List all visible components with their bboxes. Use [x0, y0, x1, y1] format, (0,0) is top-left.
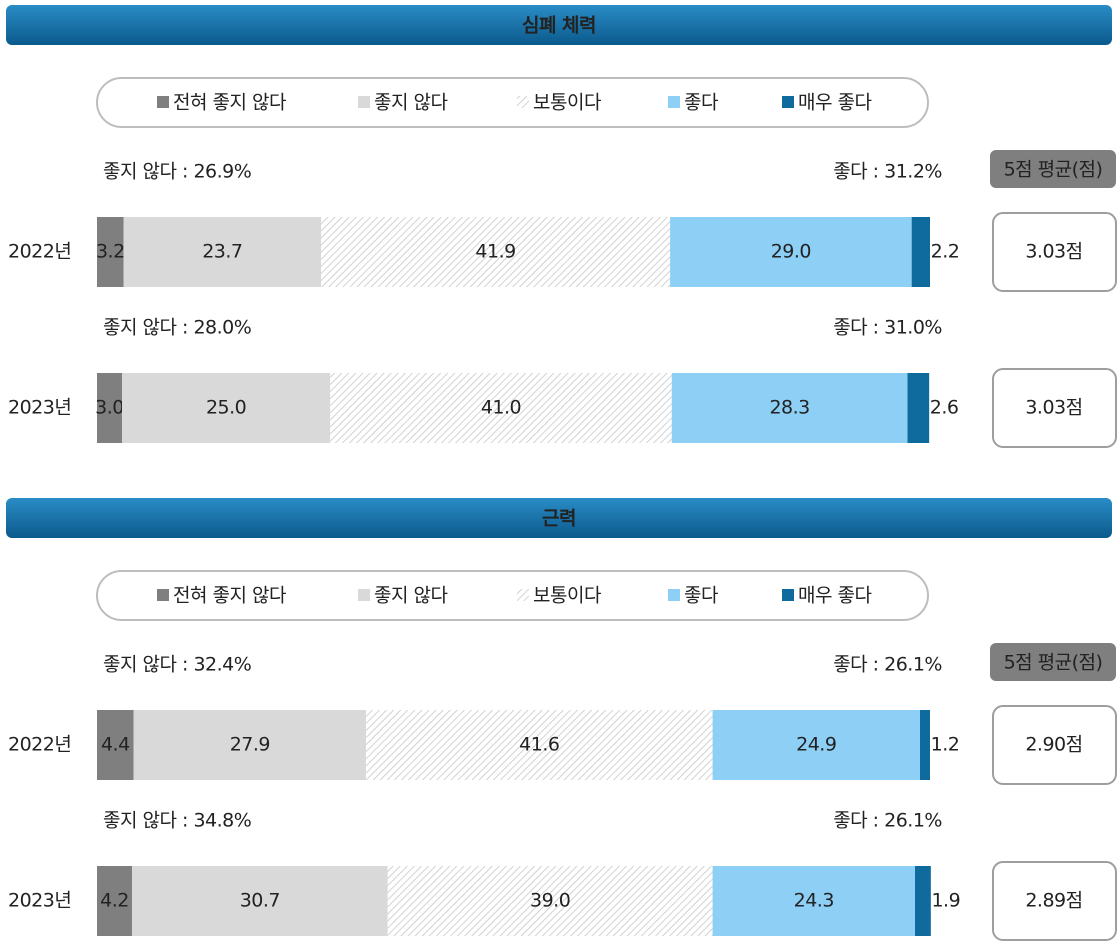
value-label: 24.3	[794, 890, 834, 912]
value-label: 4.4	[101, 734, 130, 756]
legend-label: 보통이다	[533, 585, 601, 607]
average-label: 3.03점	[1025, 241, 1082, 263]
bar-segment	[907, 373, 930, 443]
legend-label: 전혀 좋지 않다	[173, 585, 286, 607]
legend-swatch	[157, 589, 169, 601]
bar-segment	[121, 373, 331, 443]
value-label: 28.3	[769, 397, 809, 419]
value-label: 23.7	[202, 241, 242, 263]
average-header	[990, 150, 1116, 188]
average-title: 5점 평균(점)	[1004, 159, 1103, 181]
value-label: 25.0	[206, 397, 246, 419]
legend-label: 좋지 않다	[374, 585, 447, 607]
legend-label: 좋다	[684, 585, 718, 607]
bar-segment	[915, 866, 931, 936]
value-label: 27.9	[230, 734, 270, 756]
legend-swatch	[358, 589, 370, 601]
bar-segment	[366, 710, 713, 780]
average-title: 5점 평균(점)	[1004, 652, 1103, 674]
value-label: 29.0	[771, 241, 811, 263]
legend-swatch	[668, 96, 680, 108]
category-label: 2023년	[8, 890, 71, 912]
average-label: 2.89점	[1025, 890, 1082, 912]
legend-swatch	[157, 96, 169, 108]
bar-segment	[97, 866, 132, 936]
bar-segment	[321, 217, 671, 287]
legend-label: 좋지 않다	[374, 92, 447, 114]
average-box	[992, 705, 1117, 785]
bar-segment	[670, 217, 912, 287]
average-box	[992, 212, 1117, 292]
value-label: 41.6	[519, 734, 559, 756]
bar-segment	[330, 373, 672, 443]
legend-swatch	[782, 96, 794, 108]
bar-segment	[920, 710, 930, 780]
legend-box	[96, 77, 929, 128]
average-label: 2.90점	[1025, 734, 1082, 756]
value-label: 41.0	[481, 397, 521, 419]
bar-segment	[712, 866, 916, 936]
legend-label: 좋다	[684, 92, 718, 114]
value-label: 2.6	[930, 397, 959, 419]
legend-label: 매우 좋다	[798, 585, 871, 607]
value-label: 4.2	[100, 890, 129, 912]
bar-segment	[123, 217, 322, 287]
legend-swatch	[517, 589, 529, 601]
average-box	[992, 368, 1117, 448]
legend-swatch	[358, 96, 370, 108]
legend-swatch	[782, 589, 794, 601]
value-label: 39.0	[530, 890, 570, 912]
legend-box	[96, 570, 929, 621]
category-label: 2022년	[8, 241, 71, 263]
value-label: 41.9	[475, 241, 515, 263]
section-title: 근력	[542, 508, 576, 530]
legend-swatch	[517, 96, 529, 108]
value-label: 3.2	[96, 241, 125, 263]
negative-summary: 좋지 않다 : 26.9%	[103, 161, 251, 183]
legend-label: 전혀 좋지 않다	[173, 92, 286, 114]
category-label: 2022년	[8, 734, 71, 756]
value-label: 3.0	[95, 397, 124, 419]
bar-segment	[97, 373, 122, 443]
legend-label: 매우 좋다	[798, 92, 871, 114]
legend-label: 보통이다	[533, 92, 601, 114]
average-header	[990, 643, 1116, 681]
bar-segment	[911, 217, 930, 287]
section-title: 심폐 체력	[522, 15, 596, 37]
negative-summary: 좋지 않다 : 28.0%	[103, 317, 251, 339]
bar-segment	[133, 710, 367, 780]
category-label: 2023년	[8, 397, 71, 419]
section-header	[6, 498, 1112, 538]
bar-segment	[97, 710, 134, 780]
average-box	[992, 861, 1117, 941]
value-label: 24.9	[796, 734, 836, 756]
bar-segment	[131, 866, 388, 936]
negative-summary: 좋지 않다 : 32.4%	[103, 654, 251, 676]
positive-summary: 좋다 : 26.1%	[833, 810, 942, 832]
value-label: 1.9	[931, 890, 960, 912]
bar-segment	[671, 373, 908, 443]
value-label: 2.2	[931, 241, 960, 263]
bar-segment	[97, 217, 124, 287]
section-header	[6, 5, 1112, 45]
bar-segment	[712, 710, 921, 780]
value-label: 30.7	[240, 890, 280, 912]
average-label: 3.03점	[1025, 397, 1082, 419]
bar-segment	[387, 866, 713, 936]
legend-swatch	[668, 589, 680, 601]
positive-summary: 좋다 : 31.0%	[833, 317, 942, 339]
negative-summary: 좋지 않다 : 34.8%	[103, 810, 251, 832]
positive-summary: 좋다 : 31.2%	[833, 161, 942, 183]
value-label: 1.2	[931, 734, 960, 756]
positive-summary: 좋다 : 26.1%	[833, 654, 942, 676]
